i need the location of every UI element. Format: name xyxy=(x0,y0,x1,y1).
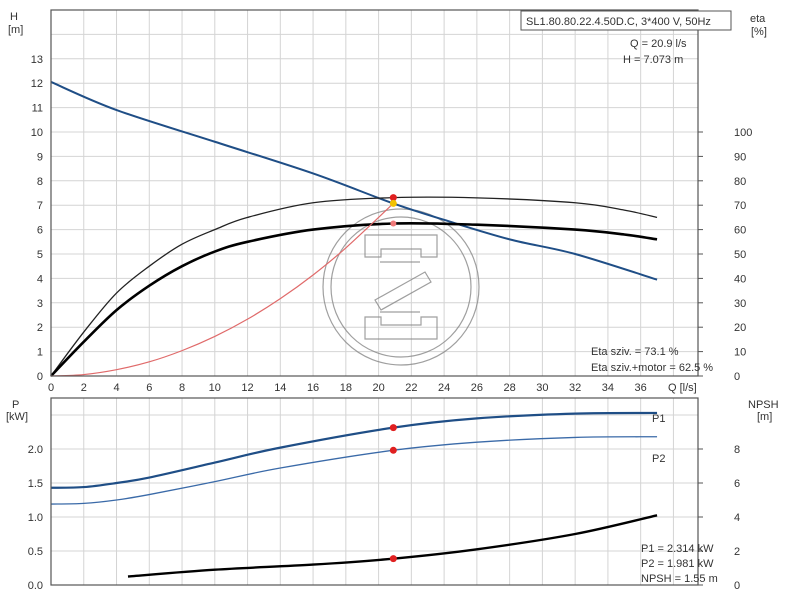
eta-axis-unit: [%] xyxy=(751,26,767,38)
x-tick-label: 14 xyxy=(274,382,286,394)
p1-curve xyxy=(50,411,658,489)
p2-readout: P2 = 1.981 kW xyxy=(641,558,714,570)
x-tick-label: 16 xyxy=(307,382,319,394)
p2-curve-label: P2 xyxy=(652,453,665,465)
p1-readout: P1 = 2.314 kW xyxy=(641,543,714,555)
eta-tick-label: 60 xyxy=(734,225,746,237)
watermark-outer-ring xyxy=(322,208,480,366)
h-tick-label: 5 xyxy=(37,249,43,261)
h-tick-label: 7 xyxy=(37,200,43,212)
eta-total-readout: Eta sziv.+motor = 62.5 % xyxy=(591,362,713,374)
x-tick-label: 10 xyxy=(209,382,221,394)
h-tick-label: 2 xyxy=(37,322,43,334)
x-tick-label: 2 xyxy=(81,382,87,394)
p-tick-label: 2.0 xyxy=(28,444,43,456)
h-axis-unit: [m] xyxy=(8,24,23,36)
p1-curve-label: P1 xyxy=(652,413,665,425)
h-tick-label: 6 xyxy=(37,225,43,237)
x-tick-label: 12 xyxy=(241,382,253,394)
head-curve xyxy=(50,81,658,281)
eta-tick-label: 40 xyxy=(734,273,746,285)
h-tick-label: 13 xyxy=(31,54,43,66)
eta-tick-label: 10 xyxy=(734,347,746,359)
chart-title: SL1.80.80.22.4.50D.C, 3*400 V, 50Hz xyxy=(526,16,711,28)
npsh-axis-label: NPSH xyxy=(748,399,779,411)
h-tick-label: 3 xyxy=(37,298,43,310)
eta-tick-label: 100 xyxy=(734,127,752,139)
x-tick-label: 30 xyxy=(536,382,548,394)
h-tick-label: 11 xyxy=(32,103,43,115)
eta-tick-label: 30 xyxy=(734,298,746,310)
x-tick-label: 24 xyxy=(438,382,450,394)
watermark-inner-ring xyxy=(330,216,472,358)
x-tick-label: 28 xyxy=(504,382,516,394)
x-tick-label: 20 xyxy=(372,382,384,394)
system-curve xyxy=(50,203,394,377)
p-tick-label: 0.5 xyxy=(28,546,43,558)
title-box xyxy=(520,10,732,31)
eta-tick-label: 70 xyxy=(734,200,746,212)
p-tick-label: 1.5 xyxy=(28,478,43,490)
eta-tick-label: 50 xyxy=(734,249,746,261)
p-tick-label: 1.0 xyxy=(28,512,43,524)
eta-tick-label: 80 xyxy=(734,176,746,188)
h-axis-label: H xyxy=(10,11,18,23)
h-tick-label: 10 xyxy=(31,127,43,139)
bottom-grid xyxy=(51,398,698,585)
watermark-glyph xyxy=(364,234,438,340)
x-tick-label: 36 xyxy=(635,382,647,394)
npsh-tick-label: 6 xyxy=(734,478,740,490)
eta-axis-label: eta xyxy=(750,13,766,25)
eta-pump-curve xyxy=(50,196,658,377)
h-tick-label: 0 xyxy=(37,371,43,383)
p1-point xyxy=(389,424,397,432)
h-tick-label: 8 xyxy=(37,176,43,188)
p-axis-unit: [kW] xyxy=(6,411,28,423)
npsh-tick-label: 4 xyxy=(734,512,740,524)
watermark-logo xyxy=(322,208,480,366)
h-tick-label: 4 xyxy=(37,273,43,285)
eta-pump-point xyxy=(389,194,397,202)
x-tick-label: 6 xyxy=(146,382,152,394)
x-tick-label: 18 xyxy=(340,382,352,394)
eta-tick-label: 90 xyxy=(734,151,746,163)
x-tick-label: 26 xyxy=(471,382,483,394)
npsh-curve xyxy=(127,514,658,578)
h-readout: H = 7.073 m xyxy=(623,54,683,66)
eta-total-curve xyxy=(50,221,658,377)
x-tick-label: 8 xyxy=(179,382,185,394)
x-tick-label: 34 xyxy=(602,382,614,394)
npsh-tick-label: 8 xyxy=(734,444,740,456)
q-readout: Q = 20.9 l/s xyxy=(630,38,687,50)
npsh-axis-unit: [m] xyxy=(757,411,772,423)
npsh-point xyxy=(389,555,397,563)
p-axis-label: P xyxy=(12,399,19,411)
h-tick-label: 9 xyxy=(37,151,43,163)
eta-pump-readout: Eta sziv. = 73.1 % xyxy=(591,346,679,358)
q-axis-label: Q [l/s] xyxy=(668,382,697,394)
h-tick-label: 1 xyxy=(37,347,43,359)
duty-point xyxy=(389,199,397,207)
x-tick-label: 32 xyxy=(569,382,581,394)
p2-point xyxy=(389,446,397,454)
x-tick-label: 4 xyxy=(113,382,119,394)
p-tick-label: 0.0 xyxy=(28,580,43,592)
p2-curve xyxy=(50,436,658,505)
x-tick-label: 22 xyxy=(405,382,417,394)
npsh-tick-label: 0 xyxy=(734,580,740,592)
eta-tick-label: 20 xyxy=(734,322,746,334)
top-grid xyxy=(51,10,698,376)
x-tick-label: 0 xyxy=(48,382,54,394)
eta-tick-label: 0 xyxy=(734,371,740,383)
eta-total-point xyxy=(390,220,397,227)
bottom-plot-frame xyxy=(50,397,699,586)
top-plot-frame xyxy=(50,9,699,377)
npsh-tick-label: 2 xyxy=(734,546,740,558)
npsh-readout: NPSH = 1.55 m xyxy=(641,573,718,585)
h-tick-label: 12 xyxy=(31,78,43,90)
